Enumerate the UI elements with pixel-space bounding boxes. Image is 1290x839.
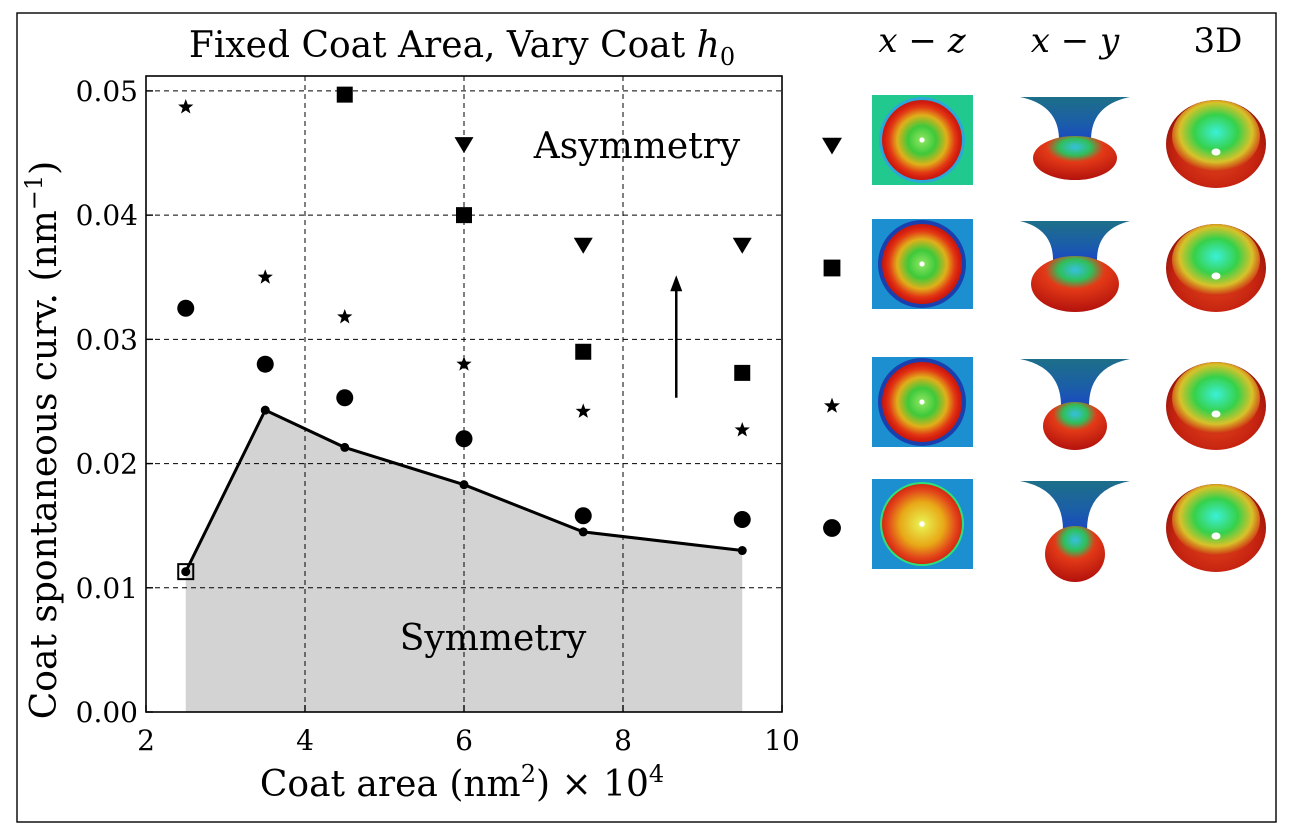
- symmetry-label: Symmetry: [400, 618, 587, 659]
- shape-row: [823, 219, 1266, 312]
- circle-marker: [336, 389, 354, 407]
- x-tick-label: 2: [137, 724, 155, 757]
- shape-row: [822, 95, 1266, 188]
- boundary-point: [737, 546, 747, 556]
- boundary-point: [340, 442, 350, 452]
- circle-marker: [733, 510, 751, 528]
- chart-title: Fixed Coat Area, Vary Coat h0: [189, 25, 735, 71]
- circle-marker: [177, 299, 195, 317]
- 3d-view-image: [1166, 100, 1266, 188]
- boundary-layer: [177, 405, 747, 581]
- triangle-marker: [732, 237, 752, 254]
- triangle-marker: [454, 137, 474, 154]
- triangle-marker: [573, 237, 593, 254]
- shape-panel: [822, 95, 1266, 582]
- arrow-layer: [670, 275, 683, 398]
- y-tick-label: 0.04: [76, 199, 138, 232]
- tick-layer: 2 4 6 8 10 0.00 0.01 0.02 0.03 0.04 0.05: [76, 75, 800, 757]
- y-tick-label: 0.03: [76, 323, 138, 356]
- xy-view-image: [1020, 97, 1130, 180]
- asymmetry-label: Asymmetry: [533, 126, 741, 167]
- plot-area-frame: [145, 75, 783, 713]
- xy-view-image: [1020, 221, 1130, 312]
- boundary-point: [260, 405, 270, 415]
- square-marker: [456, 207, 472, 224]
- row-marker: [823, 519, 841, 537]
- header-3d: 3D: [1194, 21, 1243, 61]
- square-marker: [575, 343, 592, 360]
- y-tick-label: 0.01: [76, 572, 138, 605]
- star-marker: [575, 403, 591, 418]
- x-axis-label: Coat area (nm2) × 104: [260, 760, 664, 805]
- header-x-y: x − y: [1031, 21, 1120, 61]
- boundary-point: [578, 527, 588, 537]
- 3d-view-image: [1166, 362, 1266, 450]
- 3d-view-image: [1166, 224, 1266, 312]
- xz-view-image: [872, 219, 973, 309]
- circle-marker: [574, 507, 592, 525]
- trend-arrow-head: [670, 275, 683, 292]
- y-axis-label: Coat spontaneous curv. (nm−1): [20, 161, 65, 719]
- xz-view-image: [872, 95, 973, 185]
- boundary-point: [459, 480, 469, 490]
- header-x-z: x − z: [878, 21, 966, 61]
- xy-view-image: [1020, 359, 1130, 450]
- square-marker: [734, 364, 751, 381]
- open-square-marker: [177, 563, 195, 581]
- star-marker: [734, 422, 750, 437]
- x-tick-label: 6: [455, 724, 473, 757]
- row-marker: [823, 259, 841, 277]
- boundary-point: [181, 567, 191, 577]
- y-tick-label: 0.05: [76, 75, 138, 108]
- star-marker: [257, 269, 273, 284]
- marker-layer: [177, 86, 752, 528]
- boundary-line: [184, 408, 743, 573]
- star-marker: [337, 308, 353, 324]
- shape-row: [824, 357, 1266, 450]
- circle-marker: [455, 430, 473, 448]
- 3d-view-image: [1166, 484, 1266, 572]
- star-marker: [178, 99, 194, 114]
- row-marker: [822, 137, 842, 155]
- square-marker: [336, 86, 353, 103]
- shape-row: [823, 479, 1266, 582]
- y-tick-label: 0.02: [76, 448, 138, 481]
- xz-view-image: [872, 357, 973, 447]
- symmetry-region-layer: [185, 410, 743, 712]
- figure-frame: [16, 12, 1277, 823]
- row-marker: [824, 397, 840, 413]
- y-tick-label: 0.00: [76, 696, 138, 729]
- x-tick-label: 4: [296, 724, 314, 757]
- x-tick-label: 10: [764, 724, 800, 757]
- star-marker: [456, 356, 472, 371]
- xy-view-image: [1020, 481, 1130, 582]
- circle-marker: [256, 355, 274, 373]
- xz-view-image: [872, 479, 973, 569]
- symmetry-region: [185, 410, 743, 712]
- x-tick-label: 8: [614, 724, 632, 757]
